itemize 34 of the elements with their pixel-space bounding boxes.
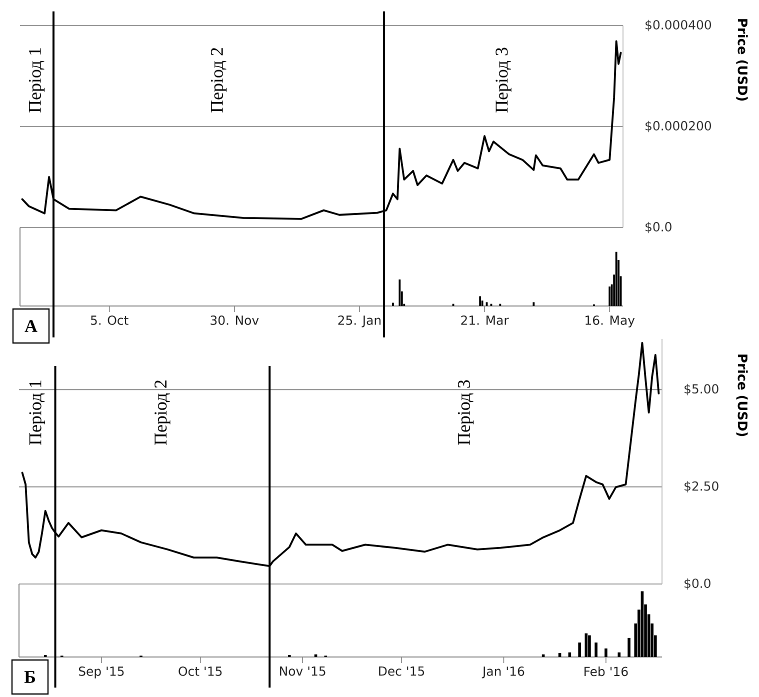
- annotation: Період 3: [458, 380, 474, 445]
- bar: [578, 642, 581, 657]
- x-tick-label: 5. Oct: [90, 316, 128, 325]
- annotation: Період 2: [210, 48, 227, 112]
- y-tick-label: $0.000200: [646, 120, 712, 132]
- y-tick-label: $0.0: [646, 222, 672, 234]
- annotation: Період 1: [29, 380, 45, 445]
- y-tick-label: $0.0: [684, 578, 710, 590]
- y-axis-title: Price (USD): [736, 354, 748, 436]
- x-tick-label: 25. Jan: [338, 316, 381, 328]
- x-tick-label: 16. May: [586, 316, 635, 328]
- text: А: [24, 320, 38, 332]
- text: Б: [24, 671, 36, 683]
- x-tick-label: 21. Mar: [461, 316, 509, 325]
- x-tick-label: Nov '15: [280, 666, 326, 676]
- annotation: Період 1: [28, 48, 45, 112]
- bar: [594, 642, 598, 657]
- x-tick-label: Jan '16: [482, 666, 524, 678]
- bar: [588, 635, 591, 657]
- bar: [558, 653, 562, 657]
- y-tick-label: $2.50: [684, 481, 718, 492]
- annotation: Період 2: [154, 380, 170, 445]
- x-tick-label: Oct '15: [178, 666, 222, 676]
- bar: [618, 652, 621, 657]
- x-tick-label: 30. Nov: [210, 316, 259, 325]
- y-tick-label: $0.000400: [646, 20, 712, 32]
- annotation: Період 3: [496, 48, 512, 112]
- x-tick-label: Dec '15: [379, 666, 424, 676]
- bar: [628, 638, 630, 657]
- bar: [604, 648, 608, 657]
- x-tick-label: Sep '15: [78, 666, 124, 678]
- y-axis-title: Price (USD): [736, 19, 748, 101]
- y-tick-label: $5.00: [684, 384, 718, 396]
- x-tick-label: Feb '16: [584, 666, 628, 676]
